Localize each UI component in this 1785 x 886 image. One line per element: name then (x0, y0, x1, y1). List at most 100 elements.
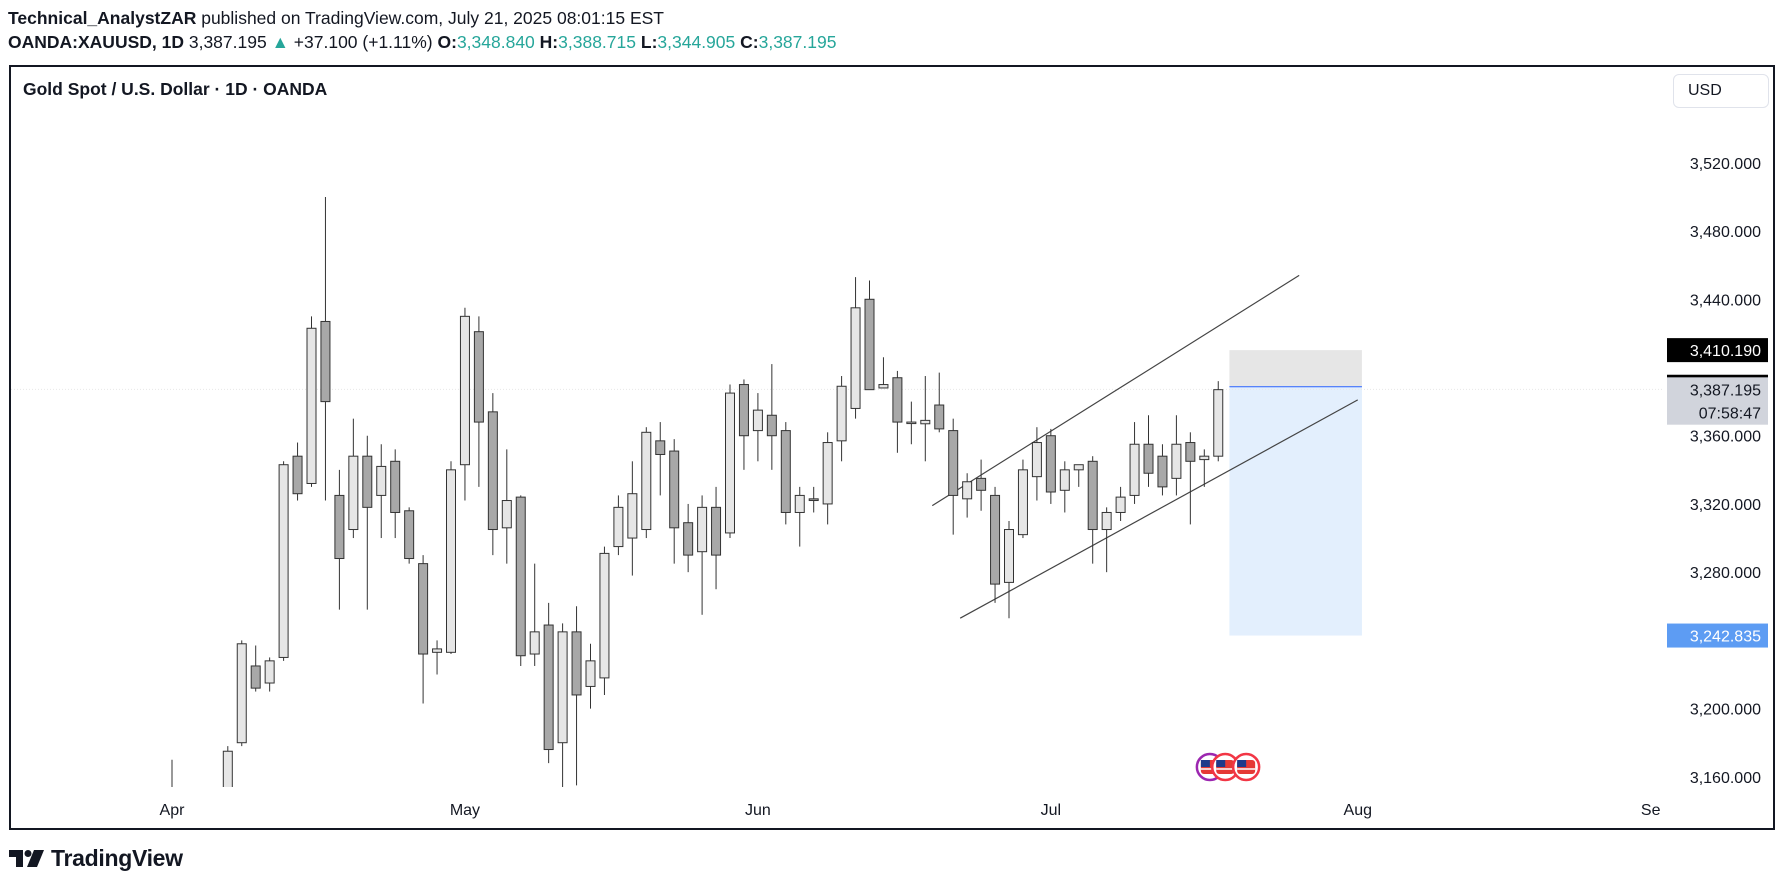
candle[interactable] (920, 376, 931, 462)
us-flag-canton-icon (1216, 760, 1226, 767)
candle[interactable] (990, 486, 1001, 603)
us-flag-canton-icon (1237, 760, 1247, 767)
candle[interactable] (948, 418, 959, 535)
channel-trendline-2[interactable] (959, 399, 1359, 619)
candle[interactable] (278, 461, 289, 661)
candle[interactable] (348, 418, 359, 539)
candle[interactable] (641, 427, 652, 539)
candle[interactable] (390, 449, 401, 539)
plot-area[interactable] (11, 196, 1662, 840)
candle[interactable] (1073, 464, 1084, 487)
candle[interactable] (1199, 449, 1210, 487)
candle[interactable] (808, 486, 819, 513)
candle[interactable] (362, 435, 373, 610)
candle-body (1171, 443, 1182, 479)
candle[interactable] (962, 473, 973, 518)
candle[interactable] (794, 486, 805, 547)
candle[interactable] (236, 640, 247, 747)
candle[interactable] (780, 422, 791, 525)
candle[interactable] (168, 759, 177, 840)
candle[interactable] (613, 495, 624, 556)
channel-trendline-1[interactable] (931, 274, 1300, 507)
candle-body (641, 431, 652, 531)
candle-body (850, 307, 861, 409)
close-value: 3,387.195 (758, 32, 837, 52)
candle[interactable] (1101, 507, 1112, 573)
candle[interactable] (1185, 432, 1196, 525)
candle[interactable] (571, 606, 582, 786)
candle[interactable] (473, 316, 484, 487)
candle[interactable] (376, 444, 387, 539)
candle[interactable] (711, 486, 722, 590)
candle[interactable] (976, 459, 987, 511)
candle[interactable] (752, 393, 763, 462)
chart-frame[interactable] (9, 65, 1775, 830)
candle[interactable] (487, 393, 498, 556)
candle[interactable] (697, 495, 708, 615)
candle[interactable] (320, 196, 331, 501)
candle[interactable] (334, 469, 345, 610)
currency-button[interactable]: USD (1673, 74, 1769, 108)
candle[interactable] (1171, 415, 1182, 496)
candle[interactable] (906, 401, 917, 445)
candle[interactable] (140, 790, 149, 839)
candle[interactable] (1031, 427, 1042, 501)
candle[interactable] (432, 640, 443, 675)
candle-body (432, 648, 443, 653)
candle[interactable] (836, 376, 847, 462)
candle[interactable] (181, 819, 190, 839)
candle[interactable] (1004, 520, 1014, 619)
candle[interactable] (934, 372, 945, 433)
candle[interactable] (306, 316, 317, 487)
candle[interactable] (585, 643, 596, 709)
candle[interactable] (459, 307, 470, 501)
author-name[interactable]: Technical_AnalystZAR (8, 8, 197, 28)
price-label-box (1667, 400, 1768, 425)
candle[interactable] (738, 379, 749, 470)
candle[interactable] (1157, 444, 1168, 496)
candle[interactable] (264, 657, 275, 692)
price-label: 3,242.835 (1690, 629, 1761, 646)
candle[interactable] (1045, 428, 1056, 504)
candle[interactable] (822, 432, 833, 525)
candle[interactable] (1143, 415, 1154, 487)
candle[interactable] (222, 746, 233, 840)
target-zone[interactable] (1229, 386, 1362, 636)
stop-zone[interactable] (1229, 350, 1362, 387)
candle[interactable] (543, 602, 554, 764)
y-axis-tick-label: 3,520.000 (1690, 156, 1761, 173)
candle[interactable] (766, 364, 777, 470)
candle[interactable] (850, 277, 861, 419)
candle[interactable] (418, 555, 429, 704)
candle[interactable] (1017, 459, 1028, 539)
tradingview-logo[interactable]: TradingView (9, 845, 183, 871)
candle[interactable] (669, 439, 680, 564)
candle-body (780, 430, 791, 513)
economic-event-marker[interactable] (1231, 752, 1261, 782)
candle[interactable] (292, 442, 303, 501)
candle[interactable] (557, 623, 568, 840)
candle[interactable] (599, 546, 610, 695)
candle[interactable] (725, 384, 735, 539)
candle[interactable] (1129, 422, 1140, 504)
candle[interactable] (864, 280, 875, 391)
candle[interactable] (1115, 486, 1126, 521)
candle[interactable] (892, 370, 903, 453)
candle[interactable] (1087, 456, 1098, 564)
candle[interactable] (878, 357, 889, 389)
candle[interactable] (655, 422, 666, 496)
candle[interactable] (1213, 381, 1224, 462)
candle-body (1004, 529, 1014, 583)
candle[interactable] (446, 461, 456, 655)
candle[interactable] (1059, 461, 1070, 513)
candle[interactable] (250, 645, 261, 692)
candle[interactable] (627, 461, 638, 576)
candle[interactable] (126, 833, 135, 840)
candle[interactable] (404, 507, 415, 564)
candle-body (725, 392, 735, 534)
candle[interactable] (529, 563, 540, 666)
candle[interactable] (683, 503, 694, 573)
candle[interactable] (501, 449, 512, 564)
candle[interactable] (515, 495, 526, 666)
